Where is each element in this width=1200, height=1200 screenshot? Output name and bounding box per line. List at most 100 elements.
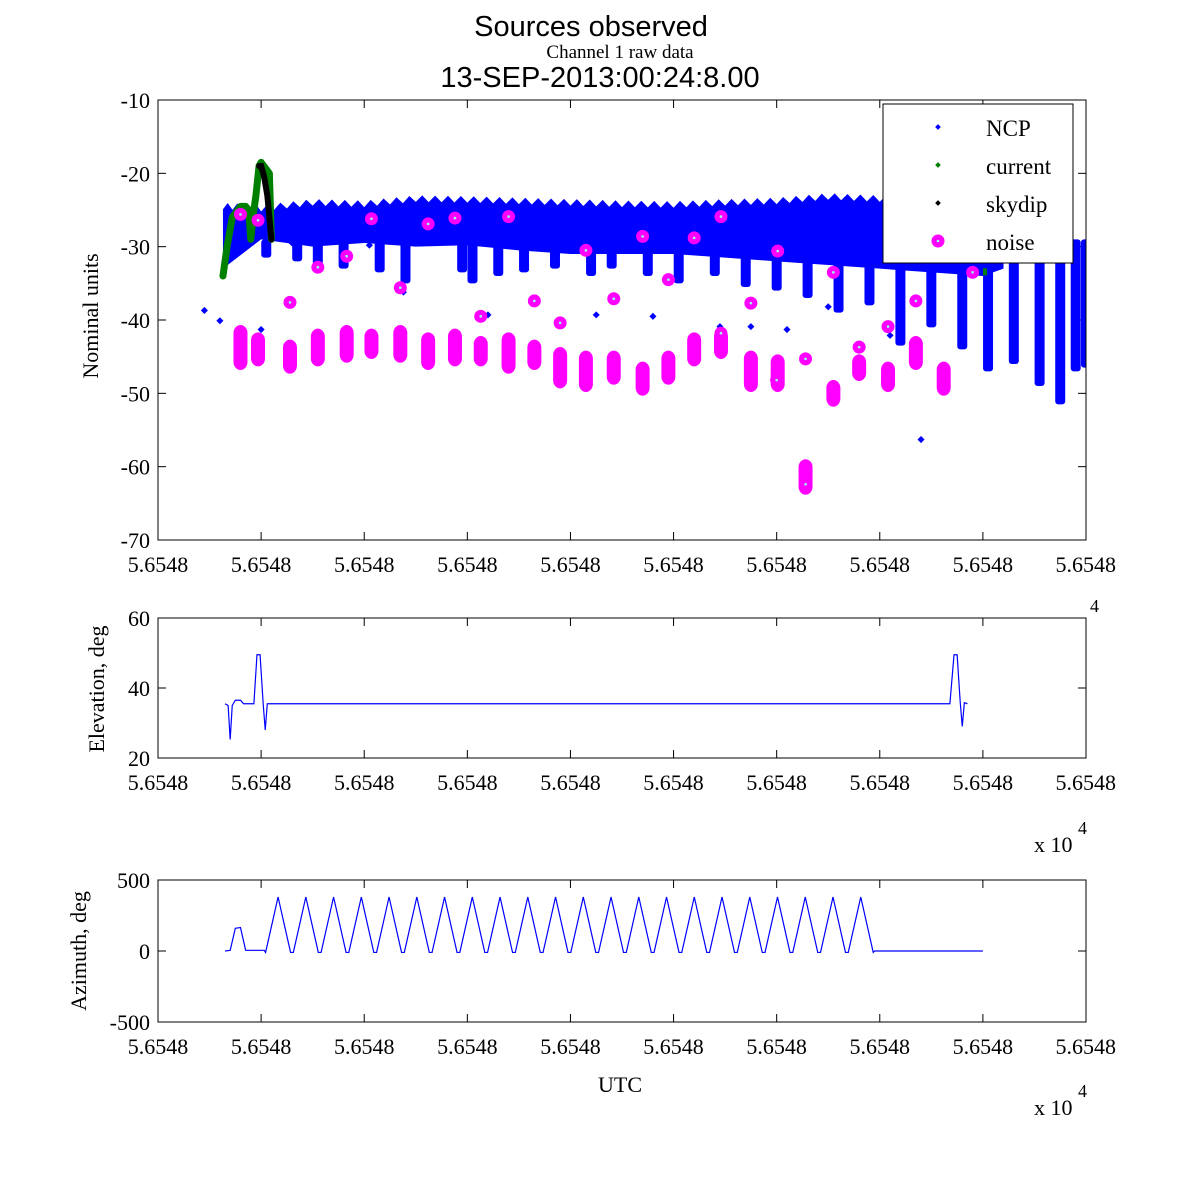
noise-point-center [558,321,562,325]
ncp-point [288,239,296,247]
ncp-point [530,242,538,250]
legend-label: skydip [986,192,1047,217]
noise-point-center [612,297,616,301]
noise-cluster [661,350,676,385]
x-tick-label: 5.6548 [850,552,911,577]
x-tick-label: 5.6548 [643,1034,704,1059]
noise-point-center [857,345,861,349]
y-tick-label: 60 [128,606,150,631]
elevation-ylabel: Elevation, deg [84,625,109,752]
ncp-spike [673,239,684,284]
ncp-spike [709,239,720,276]
x-tick-label: 5.6548 [231,552,292,577]
x-tick-label: 5.6548 [746,552,807,577]
ncp-spike [1034,239,1045,386]
noise-point-center [776,249,779,253]
y-tick-label: -70 [121,528,150,553]
x-tick-label: 5.6548 [334,552,395,577]
noise-cluster [635,361,650,396]
x-tick-label: 5.6548 [953,770,1014,795]
axes-frame [157,99,1087,541]
ncp-spike [312,239,323,265]
noise-point-center [316,265,320,269]
noise-point-center [239,213,242,216]
y-tick-label: 500 [117,868,150,893]
x-tick-label: 5.6548 [540,770,601,795]
legend-marker-center [936,239,940,243]
noise-cluster [743,350,758,392]
azimuth-exponent-power: 4 [1078,1081,1087,1101]
ncp-spike [493,239,504,276]
figure-timestamp: 13-SEP-2013:00:24:8.00 [440,62,759,94]
x-tick-label: 5.6548 [643,552,704,577]
ncp-spike [957,239,968,350]
ncp-spike [1055,239,1066,405]
ncp-spike [1008,239,1019,364]
ncp-point [365,241,373,249]
noise-point-center [775,378,778,382]
legend-item-current: current [935,154,1052,179]
noise-point-center [345,254,348,258]
noise-cluster [393,325,408,363]
legend-label: current [986,154,1052,179]
legend-marker-dot-icon [935,200,941,206]
noise-point-center [692,236,696,240]
noise-point-center [507,215,510,218]
y-tick-label: -60 [121,455,150,480]
azimuth-ylabel: Azimuth, deg [66,891,91,1011]
azimuth-line [224,896,983,954]
x-tick-label: 5.6548 [746,1034,807,1059]
elevation-exponent-label: x 10 [1034,832,1073,857]
raw-ylabel: Nominal units [78,253,103,378]
x-tick-label: 5.6548 [1056,1034,1117,1059]
noise-cluster [908,336,923,370]
y-tick-label: -500 [110,1010,150,1035]
ncp-spike [292,239,303,262]
ncp-point [783,325,791,334]
ncp-spike [549,239,560,269]
x-tick-label: 5.6548 [437,552,498,577]
ncp-point [200,306,208,315]
x-tick-label: 5.6548 [1056,552,1117,577]
noise-point-center [370,217,373,221]
x-tick-label: 5.6548 [746,770,807,795]
noise-point-center [641,235,644,238]
noise-point-center [719,331,723,335]
ncp-spike [642,239,653,276]
noise-cluster [881,361,896,392]
noise-point-center [667,278,670,281]
noise-point-center [886,325,890,328]
legend-box [882,103,1074,264]
x-tick-label: 5.6548 [953,1034,1014,1059]
y-tick-label: 0 [139,939,150,964]
noise-point-center [971,271,974,274]
figure-title: Sources observed [474,11,708,43]
x-tick-label: 5.6548 [850,770,911,795]
azimuth-axes: 5.6548 5.6548 5.6548 5.6548 5.6548 5.6548 5.65… [110,868,1116,1059]
noise-point-center [533,299,536,303]
ncp-spike [740,239,751,287]
x-tick-label: 5.6548 [540,552,601,577]
y-tick-label: -40 [121,308,150,333]
noise-cluster [421,332,436,370]
x-tick-label: 5.6548 [540,1034,601,1059]
noise-cluster [447,328,462,367]
ncp-spike [400,239,411,284]
ncp-spike [457,239,468,273]
noise-point-center [453,216,457,220]
ncp-spike [467,239,478,284]
noise-point-center [804,482,807,486]
elevation-line [224,654,968,740]
x-tick-label: 5.6548 [1056,770,1117,795]
skydip-trace [256,163,275,243]
noise-point-center [479,315,483,318]
ncp-point [649,312,657,320]
elevation-exponent-power: 4 [1090,596,1099,616]
noise-cluster [310,328,325,367]
noise-point-center [256,218,260,222]
current-trace [219,158,275,280]
ncp-point [257,325,265,334]
ncp-spike [261,239,272,258]
ncp-point [886,331,894,339]
